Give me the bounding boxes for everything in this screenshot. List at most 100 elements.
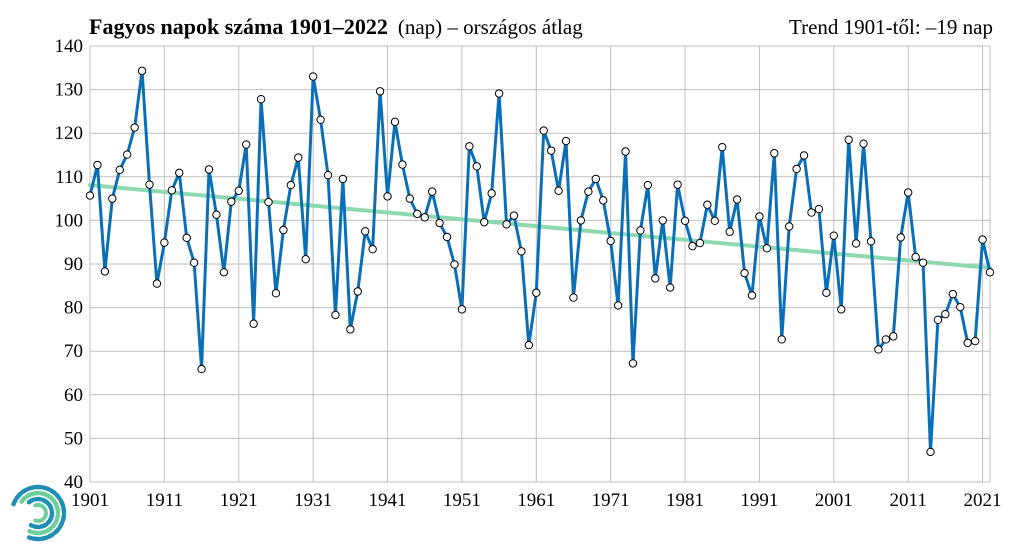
- data-point: [762, 244, 772, 253]
- data-point: [398, 160, 407, 169]
- data-point: [316, 115, 325, 124]
- data-point: [792, 164, 801, 174]
- data-point: [182, 233, 191, 243]
- x-tick-label: 1941: [369, 490, 407, 511]
- data-point: [851, 239, 861, 248]
- grid-lines: [89, 45, 991, 483]
- data-point: [665, 283, 675, 292]
- x-tick-label: 1921: [220, 490, 258, 511]
- data-point: [903, 188, 913, 197]
- data-point: [621, 147, 630, 156]
- logo-arc: [33, 503, 48, 523]
- data-point: [837, 305, 846, 314]
- data-point: [911, 252, 920, 262]
- data-point: [308, 72, 318, 81]
- data-point: [829, 231, 839, 240]
- x-tick-label: 1901: [71, 490, 109, 511]
- data-point: [933, 315, 943, 325]
- data-point: [435, 218, 444, 228]
- data-point: [212, 210, 221, 219]
- data-point: [807, 208, 816, 217]
- data-point: [747, 291, 757, 300]
- data-point: [249, 319, 258, 328]
- data-point: [390, 117, 400, 127]
- y-tick-label: 60: [64, 385, 83, 406]
- x-tick-label: 1911: [146, 490, 183, 511]
- data-point: [695, 238, 705, 248]
- data-point: [896, 233, 905, 242]
- data-point: [361, 227, 370, 236]
- series-line: [88, 69, 992, 454]
- data-point: [331, 310, 340, 320]
- x-tick-label: 1981: [666, 490, 704, 511]
- data-point: [732, 195, 742, 204]
- data-point: [189, 258, 199, 267]
- data-point: [427, 187, 437, 196]
- data-point: [970, 336, 980, 346]
- data-point: [219, 268, 229, 277]
- data-point: [271, 289, 281, 298]
- data-point: [576, 216, 586, 225]
- data-point: [680, 216, 690, 226]
- data-point: [673, 180, 682, 189]
- data-point: [465, 142, 474, 151]
- data-point: [160, 238, 169, 247]
- data-point: [375, 87, 385, 96]
- data-point: [539, 126, 548, 135]
- data-point: [844, 135, 853, 144]
- data-point: [918, 258, 928, 267]
- data-point: [770, 149, 779, 158]
- data-point: [859, 139, 868, 148]
- data-point: [472, 162, 481, 171]
- x-axis-ticks: 1901 1911 1921 1931 1941 1951 1961 1971 1981 1991…: [71, 490, 1002, 511]
- trend-label: Trend 1901-től: –19 nap: [789, 15, 993, 39]
- data-point: [323, 170, 333, 180]
- data-point: [956, 302, 965, 312]
- data-point: [606, 236, 615, 246]
- data-point: [241, 140, 251, 149]
- data-point: [509, 211, 519, 220]
- data-point: [725, 227, 734, 236]
- data-point: [204, 165, 214, 174]
- y-tick-label: 80: [64, 298, 83, 319]
- data-point: [353, 287, 362, 296]
- x-tick-label: 2011: [890, 490, 927, 511]
- x-tick-label: 2001: [815, 490, 853, 511]
- data-point-markers: [85, 66, 995, 457]
- x-tick-label: 1971: [592, 490, 630, 511]
- y-tick-label: 110: [55, 167, 83, 188]
- chart-title-unit: (nap) – országos átlag: [398, 15, 583, 39]
- data-point: [517, 247, 526, 256]
- chart-title: Fagyos napok száma 1901–2022 (nap) – ors…: [89, 14, 583, 39]
- data-point: [561, 136, 571, 146]
- data-point: [167, 186, 177, 195]
- logo-arc: [19, 490, 61, 536]
- data-point: [636, 226, 645, 235]
- data-point: [599, 196, 608, 205]
- data-point: [651, 274, 660, 283]
- data-point: [286, 180, 296, 190]
- data-point: [450, 260, 459, 269]
- data-point: [755, 212, 764, 221]
- frost-days-series: [88, 69, 992, 454]
- data-point: [822, 288, 831, 297]
- data-point: [710, 216, 719, 226]
- y-tick-label: 50: [64, 428, 83, 449]
- data-point: [413, 209, 422, 219]
- data-point: [368, 244, 377, 254]
- data-point: [866, 237, 876, 246]
- data-point: [799, 151, 809, 160]
- data-point: [93, 160, 102, 170]
- data-point: [234, 186, 243, 195]
- data-point: [978, 235, 987, 244]
- data-point: [175, 168, 184, 178]
- data-point: [963, 338, 972, 348]
- data-point: [784, 222, 794, 231]
- x-tick-label: 1961: [517, 490, 555, 511]
- data-point: [100, 267, 110, 276]
- data-point: [130, 123, 139, 132]
- data-point: [457, 305, 467, 314]
- x-tick-label: 1951: [443, 490, 481, 511]
- logo-arc: [26, 496, 55, 530]
